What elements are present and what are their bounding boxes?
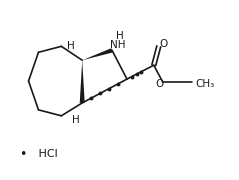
Text: •: •: [19, 148, 26, 161]
Text: O: O: [160, 39, 168, 49]
Text: HCl: HCl: [35, 150, 58, 159]
Polygon shape: [80, 60, 85, 103]
Text: H: H: [67, 41, 75, 51]
Text: H: H: [116, 31, 124, 41]
Text: O: O: [156, 79, 164, 89]
Text: CH₃: CH₃: [195, 79, 214, 89]
Text: H: H: [72, 115, 80, 125]
Text: NH: NH: [110, 40, 126, 50]
Polygon shape: [82, 48, 113, 60]
